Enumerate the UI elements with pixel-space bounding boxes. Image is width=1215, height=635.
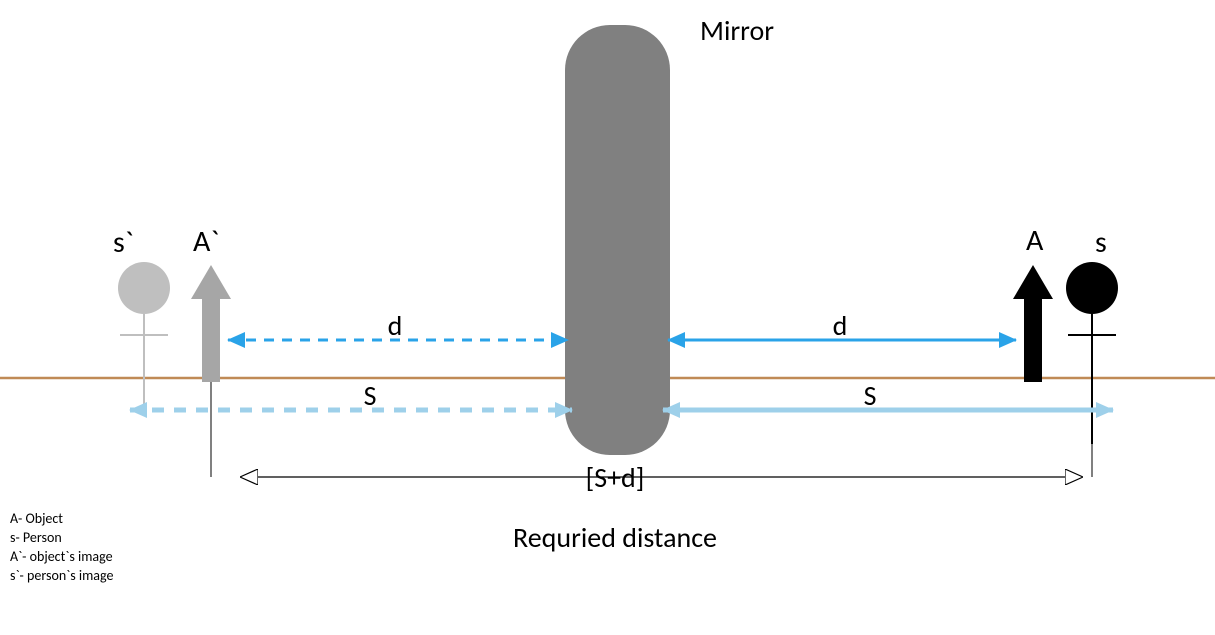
label-s: s (1095, 224, 1107, 261)
mirror-label: Mirror (700, 13, 774, 48)
legend-s: s- Person (10, 529, 113, 548)
caption: Requried distance (513, 520, 717, 555)
mirror (565, 25, 670, 455)
person-s-img (118, 262, 170, 410)
dim-d-image-label: d (388, 308, 403, 343)
dim-S-image-label: S (364, 378, 377, 413)
legend-A-img: A`- object`s image (10, 548, 113, 567)
legend-A: A- Object (10, 510, 113, 529)
legend-s-img: s`- person`s image (10, 567, 113, 586)
object-A (1013, 265, 1053, 382)
dim-d-real-label: d (833, 308, 848, 343)
label-A-img: A` (193, 223, 219, 260)
person-s (1066, 262, 1118, 444)
image-A (191, 265, 231, 382)
dim-S-real-label: S (864, 378, 877, 413)
legend: A- Object s- Person A`- object`s image s… (10, 510, 113, 586)
dim-total-label: [S+d] (586, 460, 645, 495)
label-s-img: s` (113, 224, 133, 261)
label-A: A (1026, 222, 1044, 259)
